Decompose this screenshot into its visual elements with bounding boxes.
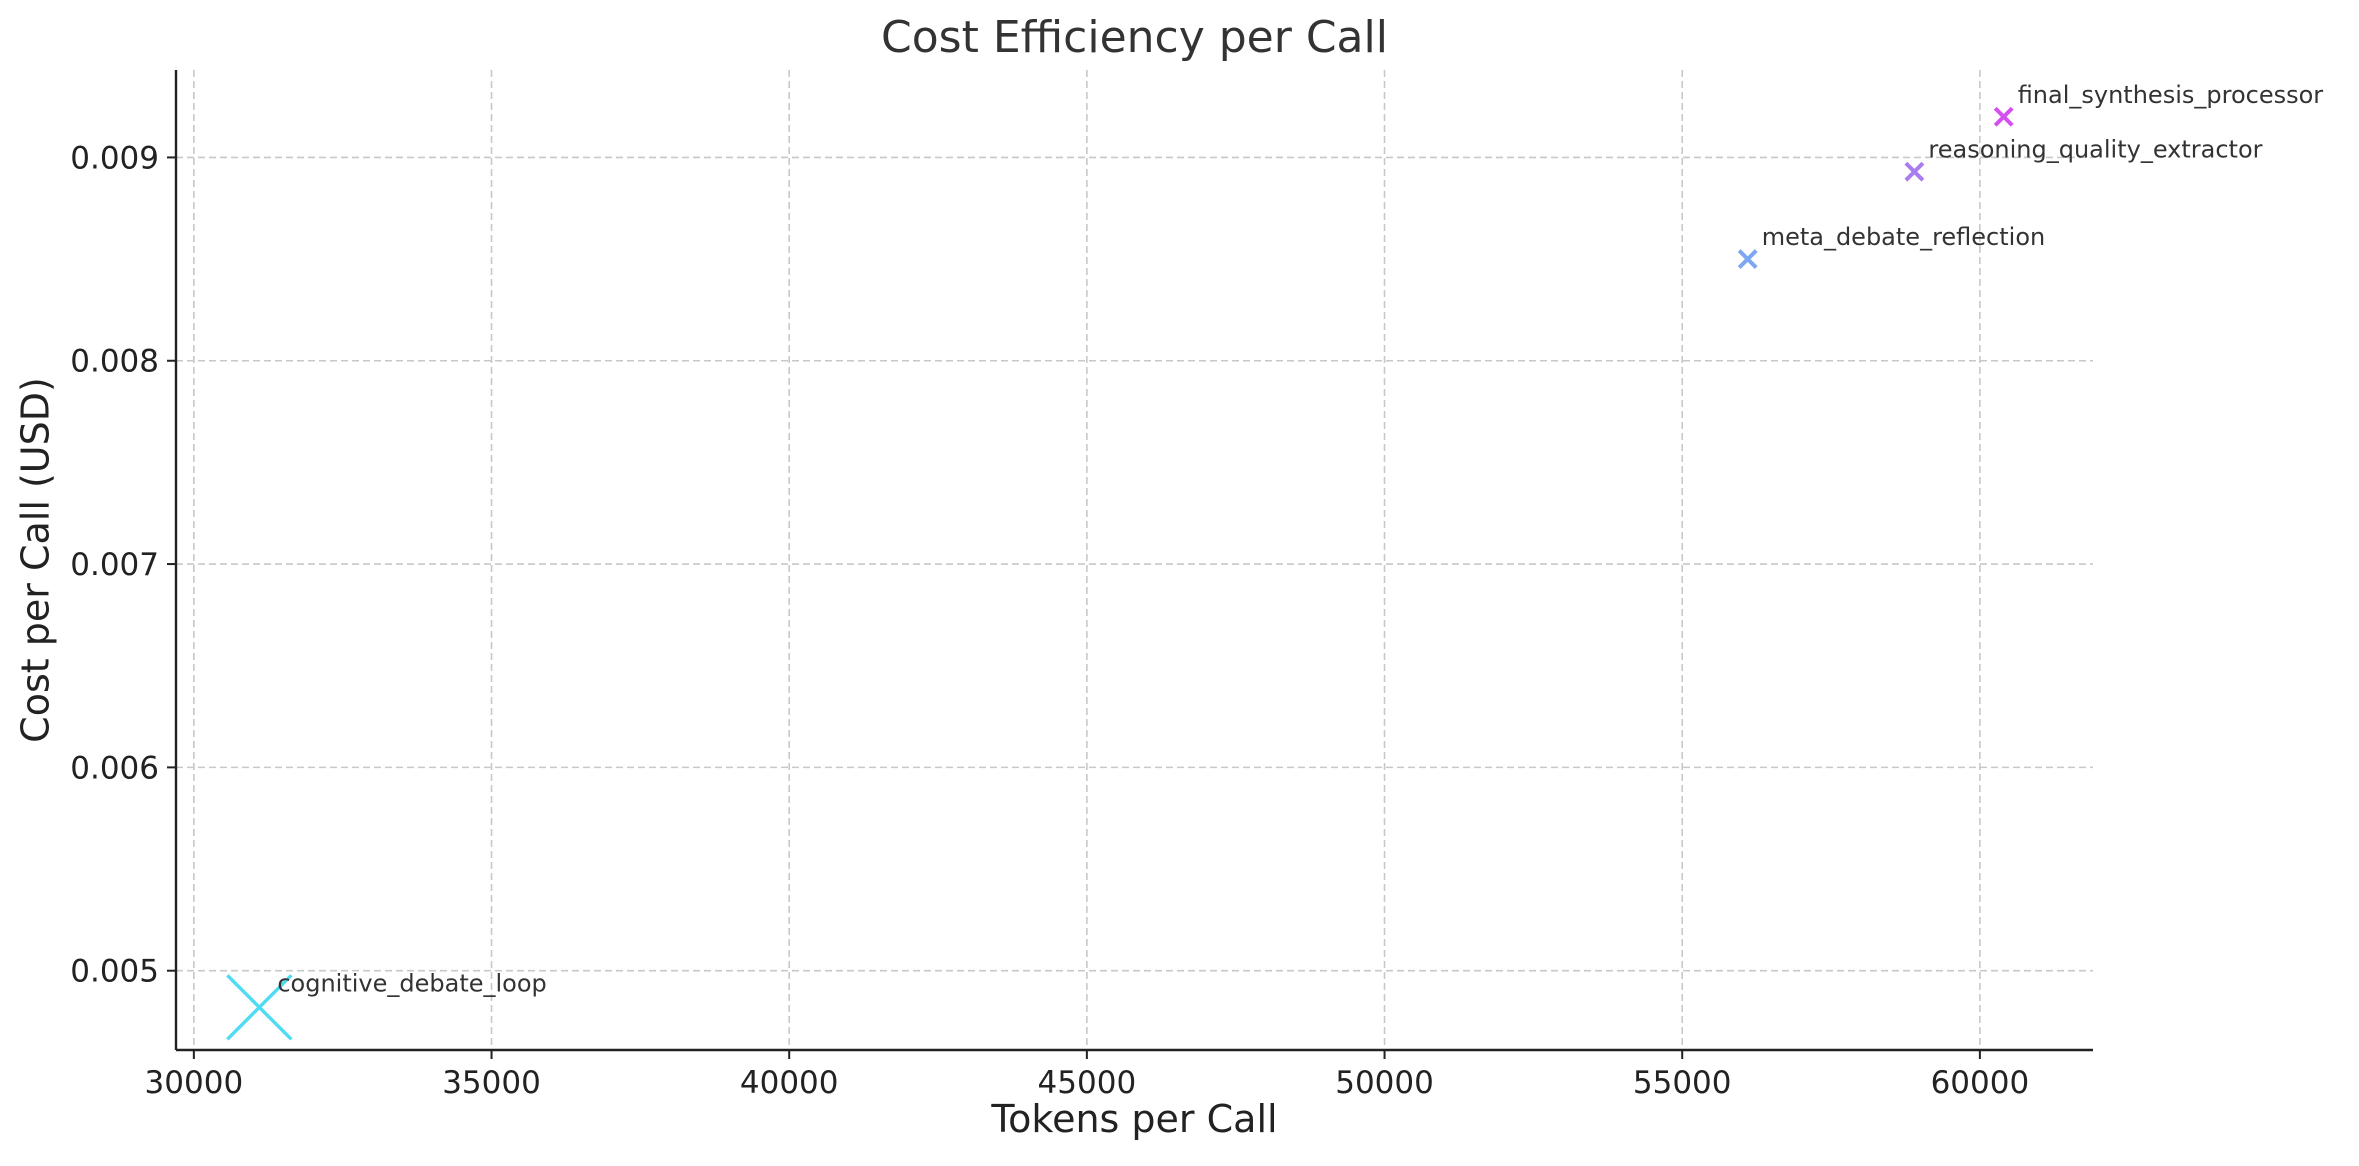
x-ticks: 30000 35000 40000 45000 50000 55000 60000 <box>145 1050 2030 1101</box>
y-tick-label: 0.005 <box>70 954 159 990</box>
chart-title: Cost Efficiency per Call <box>881 12 1388 63</box>
y-axis-label: Cost per Call (USD) <box>14 377 58 743</box>
x-tick-label: 35000 <box>442 1065 541 1101</box>
x-tick-label: 60000 <box>1931 1065 2030 1101</box>
data-points <box>226 106 2014 1041</box>
x-tick-label: 55000 <box>1633 1065 1732 1101</box>
y-tick-label: 0.007 <box>70 547 159 583</box>
point-label: meta_debate_reflection <box>1762 223 2046 251</box>
scatter-point <box>1904 161 1925 182</box>
y-ticks: 0.005 0.006 0.007 0.008 0.009 <box>70 140 176 990</box>
scatter-point <box>1993 106 2014 127</box>
y-tick-label: 0.006 <box>70 750 159 786</box>
x-tick-label: 40000 <box>740 1065 839 1101</box>
x-axis-label: Tokens per Call <box>990 1097 1277 1141</box>
axes-layer <box>174 70 2093 1052</box>
point-label: reasoning_quality_extractor <box>1928 136 2262 164</box>
scatter-point <box>226 974 293 1041</box>
point-labels: cognitive_debate_loop meta_debate_reflect… <box>277 81 2323 998</box>
grid-layer <box>176 70 2093 1050</box>
x-tick-label: 50000 <box>1335 1065 1434 1101</box>
x-tick-label: 45000 <box>1038 1065 1137 1101</box>
y-tick-label: 0.009 <box>70 140 159 176</box>
point-label: cognitive_debate_loop <box>277 969 546 997</box>
x-tick-label: 30000 <box>145 1065 244 1101</box>
scatter-point <box>1737 249 1758 270</box>
y-tick-label: 0.008 <box>70 344 159 380</box>
point-label: final_synthesis_processor <box>2018 81 2324 109</box>
